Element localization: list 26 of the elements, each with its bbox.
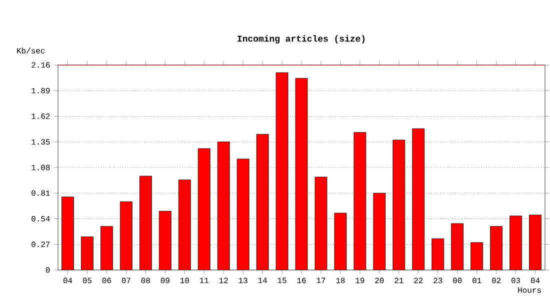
bar — [276, 72, 288, 270]
bar — [236, 158, 250, 270]
bar — [198, 148, 210, 270]
bar — [62, 196, 74, 270]
bar — [392, 140, 406, 270]
bar — [354, 132, 366, 270]
bar — [490, 226, 502, 270]
bar — [412, 128, 425, 270]
bar — [529, 214, 542, 270]
bar — [470, 242, 484, 270]
chart-title: Incoming articles (size) — [238, 35, 365, 44]
bar — [295, 78, 308, 270]
bar — [120, 201, 132, 270]
bar — [314, 176, 328, 270]
bar — [158, 210, 172, 270]
bar — [139, 176, 152, 270]
bar — [432, 238, 444, 270]
bar — [373, 192, 386, 270]
bar — [451, 223, 464, 270]
bar — [510, 216, 522, 270]
bar — [334, 212, 347, 270]
bar — [217, 142, 230, 270]
bar — [178, 180, 191, 270]
bar — [100, 226, 113, 270]
bar — [256, 134, 269, 270]
bar — [81, 236, 94, 270]
